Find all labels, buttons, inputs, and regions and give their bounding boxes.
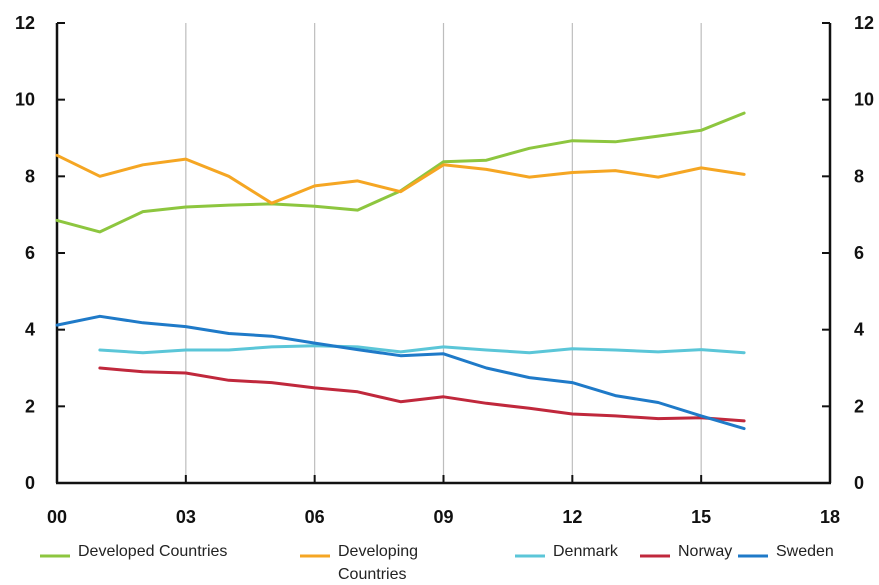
y-tick-label-left: 8 [25, 166, 35, 186]
legend-label: Denmark [553, 543, 619, 560]
legend: Developed Countries Developing Countries De… [40, 543, 834, 583]
x-tick-label: 15 [691, 507, 711, 527]
y-tick-label-right: 4 [854, 320, 864, 340]
legend-item-denmark: Denmark [515, 543, 619, 560]
legend-label: Sweden [776, 543, 834, 560]
y-tick-label-left: 4 [25, 320, 35, 340]
series-line-developed-countries [55, 111, 746, 234]
y-tick-label-right: 12 [854, 13, 874, 33]
y-tick-label-left: 12 [15, 13, 35, 33]
x-tick-label: 09 [433, 507, 453, 527]
legend-label: Developed Countries [78, 543, 227, 560]
y-tick-label-left: 0 [25, 473, 35, 493]
legend-item-developed-countries: Developed Countries [40, 543, 227, 560]
legend-label: Developing Countries [338, 543, 418, 583]
series-line-developing-countries [55, 153, 746, 205]
series-line-denmark [98, 344, 746, 355]
y-tick-label-right: 2 [854, 396, 864, 416]
legend-item-developing-countries: Developing Countries [300, 543, 418, 583]
series-line-norway [98, 366, 746, 423]
x-tick-label: 00 [47, 507, 67, 527]
y-tick-label-right: 10 [854, 90, 874, 110]
series-line-sweden [55, 314, 746, 431]
x-tick-label: 18 [820, 507, 840, 527]
legend-label: Norway [678, 543, 732, 560]
y-tick-label-left: 10 [15, 90, 35, 110]
y-tick-label-left: 6 [25, 243, 35, 263]
y-tick-label-left: 2 [25, 396, 35, 416]
x-tick-label: 03 [176, 507, 196, 527]
y-tick-label-right: 8 [854, 166, 864, 186]
y-tick-label-right: 6 [854, 243, 864, 263]
axes [55, 22, 832, 485]
legend-item-sweden: Sweden [738, 543, 834, 560]
legend-item-norway: Norway [640, 543, 732, 560]
y-tick-label-right: 0 [854, 473, 864, 493]
x-tick-label: 06 [305, 507, 325, 527]
x-tick-label: 12 [562, 507, 582, 527]
gridlines [185, 23, 702, 483]
series-lines [55, 111, 746, 431]
